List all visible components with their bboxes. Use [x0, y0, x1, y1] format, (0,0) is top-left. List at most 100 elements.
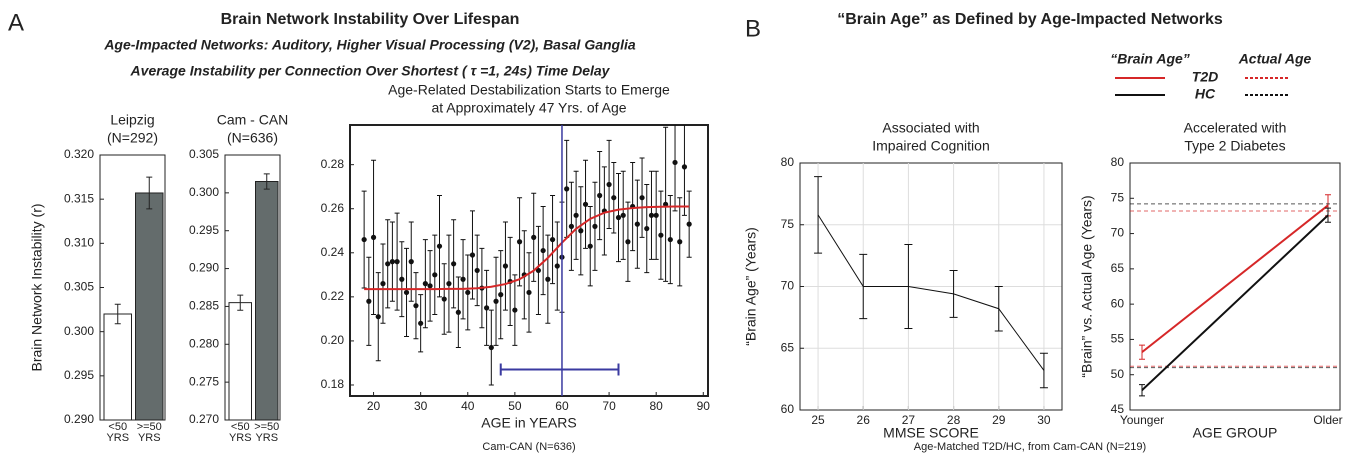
point [484, 305, 490, 311]
point [535, 267, 542, 274]
error-bar [994, 286, 1003, 332]
legend-header: “Brain Age” [1110, 51, 1190, 67]
y-tick-label: 0.270 [189, 412, 219, 426]
point [540, 247, 546, 254]
error-bar [814, 176, 823, 254]
x-tick-label: 26 [857, 413, 871, 427]
fit-line [364, 205, 690, 291]
point [502, 263, 509, 269]
x-tick-label: >=50 YRS [136, 422, 162, 444]
point [441, 296, 447, 302]
interval [499, 363, 620, 376]
point [677, 239, 683, 245]
chart-title: Type 2 Diabetes [1184, 138, 1285, 154]
y-tick-label: 80 [1111, 155, 1125, 169]
x-tick-label-box: <50 YRS [106, 422, 129, 444]
note: Cam-CAN (N=636) [482, 441, 575, 453]
y-tick-label: 75 [781, 217, 795, 231]
point [432, 272, 438, 278]
chart-title: at Approximately 47 Yrs. of Age [431, 100, 626, 116]
y-axis-label: Brain Network Instability (r) [29, 203, 45, 371]
y-tick-label: 0.28 [321, 157, 345, 171]
y-tick-label: 0.24 [321, 245, 345, 259]
y-tick-label: 0.290 [64, 412, 94, 426]
point [418, 320, 424, 326]
error-bar [1039, 352, 1048, 389]
y-tick-label: 0.26 [321, 201, 345, 215]
point [611, 195, 617, 201]
panel-letter: B [745, 15, 761, 42]
x-tick-label-box: >=50 YRS [254, 422, 279, 444]
error-bar [263, 173, 270, 190]
y-tick-label: 0.320 [64, 147, 94, 161]
point [465, 289, 471, 296]
panel-letter: A [8, 9, 24, 36]
point [681, 164, 688, 170]
x-tick-label: 90 [697, 399, 711, 413]
y-tick-label: 0.305 [189, 147, 219, 161]
x-tick-label: <50 YRS [228, 422, 252, 444]
y-tick-label: 0.300 [189, 185, 219, 199]
point [451, 261, 457, 267]
point [413, 303, 419, 309]
legend-header: Actual Age [1238, 51, 1312, 67]
error-bar [859, 253, 868, 320]
y-tick-label: 0.280 [189, 336, 219, 350]
x-tick-label-box: >=50 YRS [136, 422, 162, 444]
error-bar [949, 269, 958, 318]
chart-title: Impaired Cognition [872, 138, 990, 154]
y-tick-label: 0.305 [64, 280, 94, 294]
error-bar [1139, 384, 1145, 397]
y-tick-label: 0.22 [321, 289, 345, 303]
plot-frame [99, 154, 166, 421]
point [587, 243, 593, 249]
point [380, 281, 386, 287]
x-tick-label: Older [1313, 413, 1342, 427]
plot-frame [1129, 162, 1341, 411]
point [549, 236, 556, 243]
y-tick-label: 70 [1111, 226, 1125, 240]
point [648, 212, 655, 218]
x-tick-label: Younger [1120, 413, 1164, 427]
point [370, 234, 377, 240]
x-tick-label: 29 [992, 413, 1006, 427]
point [361, 236, 367, 243]
y-axis-label: “Brain” vs. Actual Age (Years) [1079, 195, 1095, 377]
bar [103, 313, 132, 421]
legend-label: HC [1195, 86, 1216, 102]
panel-subtitle: Age-Impacted Networks: Auditory, Higher … [103, 37, 636, 53]
y-tick-label: 0.20 [321, 333, 345, 347]
line [1141, 204, 1329, 353]
point [399, 276, 405, 282]
point [403, 289, 410, 296]
x-tick-label: 80 [650, 399, 664, 413]
point [663, 201, 669, 207]
plot-frame [799, 162, 1063, 411]
error-bar [237, 294, 244, 311]
chart-title: Accelerated with [1184, 120, 1287, 136]
y-tick-label: 0.295 [189, 223, 219, 237]
y-axis-label: “Brain Age” (Years) [743, 227, 759, 346]
point [615, 214, 622, 221]
line [1141, 214, 1329, 391]
x-tick-label: 50 [508, 399, 522, 413]
point [389, 259, 395, 265]
point [375, 314, 381, 320]
point [436, 243, 443, 249]
point [644, 225, 650, 232]
chart-title: Cam - CAN [217, 112, 289, 128]
error-bar [146, 176, 153, 210]
x-tick-label-box: <50 YRS [228, 422, 252, 444]
point [488, 344, 494, 351]
x-axis-label: MMSE SCORE [883, 425, 979, 441]
x-tick-label: 70 [602, 399, 616, 413]
point [667, 236, 673, 243]
y-tick-label: 80 [781, 155, 795, 169]
plot-frame [224, 154, 281, 421]
error-bar [1139, 344, 1145, 360]
point [460, 276, 466, 282]
panel-title: “Brain Age” as Defined by Age-Impacted N… [837, 11, 1223, 28]
point [394, 259, 400, 265]
x-tick-label: 20 [367, 399, 381, 413]
